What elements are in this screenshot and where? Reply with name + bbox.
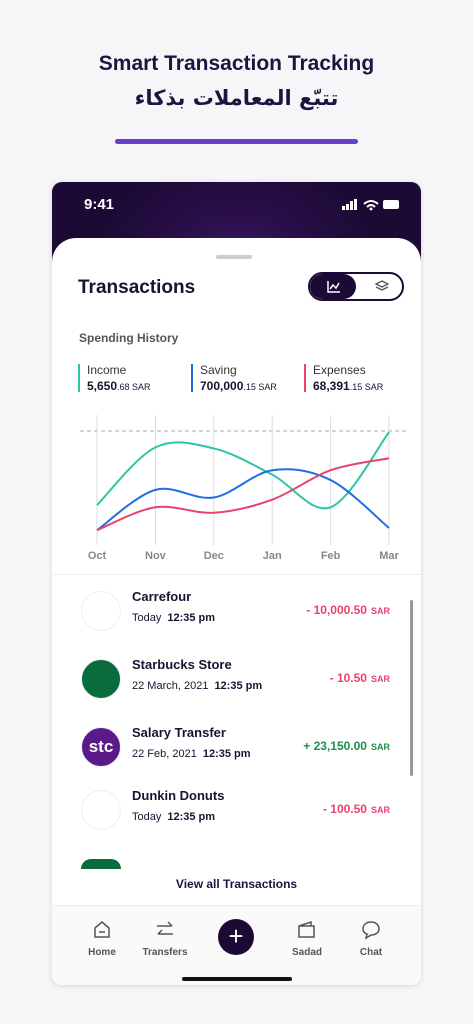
section-title: Spending History bbox=[79, 331, 179, 345]
time: 12:35 pm bbox=[167, 612, 216, 624]
merchant-name: Carrefour bbox=[132, 589, 192, 604]
date-text: Today bbox=[132, 612, 162, 624]
merchant-name: Salary Transfer bbox=[132, 725, 226, 740]
transaction[interactable]: Dunkin Donuts Today 12:35 pm bbox=[132, 788, 224, 823]
amount: - 10.50 SAR bbox=[230, 671, 390, 685]
total-whole: 5,650 bbox=[87, 379, 118, 393]
total: 5,650.68 SAR bbox=[87, 379, 151, 393]
amount: - 10,000.50 SAR bbox=[230, 603, 390, 617]
series-line bbox=[96, 457, 390, 532]
nav-label: Home bbox=[88, 947, 116, 958]
clock: 9:41 bbox=[84, 196, 115, 213]
status-icons bbox=[342, 199, 399, 211]
date: 22 Feb, 2021 12:35 pm bbox=[132, 748, 251, 760]
handle bbox=[216, 255, 252, 259]
time: 12:35 pm bbox=[202, 748, 251, 760]
nav-label: Transfers bbox=[142, 947, 188, 958]
amount-value: - 10,000.50 bbox=[306, 603, 367, 617]
total: 700,000.15 SAR bbox=[200, 379, 277, 393]
legend-label: Saving bbox=[200, 363, 237, 377]
total-fraction: .15 SAR bbox=[243, 382, 277, 392]
view-all-link[interactable]: View all Transactions bbox=[52, 871, 421, 901]
nav-item[interactable]: Home bbox=[72, 919, 132, 964]
transaction[interactable]: Carrefour Today 12:35 pm bbox=[132, 589, 215, 624]
home-indicator bbox=[182, 977, 292, 981]
total-whole: 700,000 bbox=[200, 379, 244, 393]
scrollbar bbox=[410, 600, 413, 776]
amount-value: - 100.50 bbox=[322, 802, 367, 816]
x-tick-label: Dec bbox=[204, 550, 224, 562]
currency: SAR bbox=[370, 674, 390, 684]
phone: 9:41 Transactions Spending History Oct No… bbox=[52, 182, 421, 985]
screen-title: Transactions bbox=[78, 277, 196, 298]
merchant-logo bbox=[81, 591, 121, 631]
currency: SAR bbox=[370, 606, 390, 616]
series-line bbox=[96, 468, 390, 532]
accent-bar bbox=[115, 139, 358, 144]
nav-item[interactable]: Chat bbox=[341, 919, 401, 964]
legend-swatch bbox=[304, 364, 306, 392]
nav-label: Sadad bbox=[291, 947, 322, 958]
merchant-logo: stc bbox=[81, 727, 121, 767]
subtitle: تتبّع المعاملات بذكاء bbox=[134, 86, 339, 110]
merchant-name: Dunkin Donuts bbox=[132, 788, 225, 803]
amount: - 100.50 SAR bbox=[230, 802, 390, 816]
merchant-name: Starbucks Store bbox=[132, 657, 232, 672]
transaction[interactable]: Starbucks Store 22 March, 2021 12:35 pm bbox=[132, 657, 262, 692]
view-toggle[interactable] bbox=[308, 272, 404, 301]
nav-label: Chat bbox=[359, 947, 383, 958]
legend-label: Expenses bbox=[313, 363, 366, 377]
x-tick-label: Oct bbox=[88, 550, 107, 562]
layers-view[interactable] bbox=[360, 274, 404, 299]
chart-view[interactable] bbox=[310, 274, 356, 299]
time: 12:35 pm bbox=[214, 680, 263, 692]
date: Today 12:35 pm bbox=[132, 612, 215, 624]
legend-label: Income bbox=[87, 363, 127, 377]
nav-item[interactable]: Transfers bbox=[135, 919, 195, 964]
time: 12:35 pm bbox=[167, 811, 216, 823]
legend-swatch bbox=[78, 364, 80, 392]
currency: SAR bbox=[370, 742, 390, 752]
total-whole: 68,391 bbox=[313, 379, 350, 393]
amount: + 23,150.00 SAR bbox=[230, 739, 390, 753]
date-text: 22 March, 2021 bbox=[132, 680, 209, 692]
date-text: 22 Feb, 2021 bbox=[132, 748, 197, 760]
date: 22 March, 2021 12:35 pm bbox=[132, 680, 262, 692]
total: 68,391.15 SAR bbox=[313, 379, 383, 393]
x-tick-label: Feb bbox=[321, 550, 341, 562]
chart: Oct Nov Dec Jan Feb Mar bbox=[80, 415, 407, 562]
x-tick-label: Nov bbox=[145, 550, 167, 562]
transaction[interactable]: Salary Transfer 22 Feb, 2021 12:35 pm bbox=[132, 725, 251, 760]
merchant-logo bbox=[81, 659, 121, 699]
merchant-logo bbox=[81, 790, 121, 830]
legend-swatch bbox=[191, 364, 193, 392]
x-tick-label: Mar bbox=[379, 550, 399, 562]
partial-logo bbox=[81, 859, 121, 869]
amount-value: - 10.50 bbox=[329, 671, 367, 685]
total-fraction: .68 SAR bbox=[117, 382, 151, 392]
amount-value: + 23,150.00 bbox=[303, 739, 367, 753]
series-line bbox=[96, 431, 390, 510]
date-text: Today bbox=[132, 811, 162, 823]
x-tick-label: Jan bbox=[263, 550, 282, 562]
total-fraction: .15 SAR bbox=[349, 382, 384, 392]
title: Smart Transaction Tracking bbox=[98, 52, 375, 75]
add-button[interactable]: + bbox=[218, 919, 254, 955]
currency: SAR bbox=[370, 805, 390, 815]
divider bbox=[52, 574, 421, 575]
date: Today 12:35 pm bbox=[132, 811, 224, 823]
nav-item[interactable]: Sadad bbox=[277, 919, 337, 964]
